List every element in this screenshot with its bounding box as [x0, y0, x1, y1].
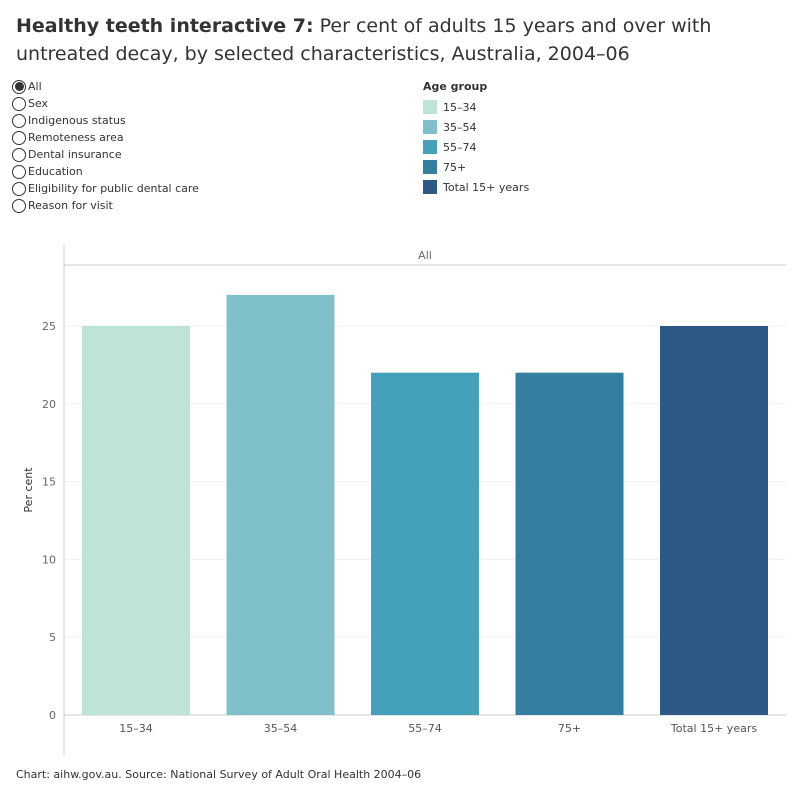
legend-label: 75+ — [443, 160, 467, 174]
legend-item[interactable]: 75+ — [423, 157, 529, 177]
radio-label: Eligibility for public dental care — [28, 182, 199, 195]
radio-label: Dental insurance — [28, 148, 122, 161]
radio-option[interactable]: Education — [12, 163, 199, 180]
y-axis-title: Per cent — [22, 467, 35, 513]
bar[interactable] — [371, 372, 479, 715]
radio-label: Education — [28, 165, 83, 178]
radio-circle-icon[interactable] — [12, 113, 26, 128]
x-tick-label: Total 15+ years — [670, 722, 757, 735]
radio-circle-icon[interactable] — [12, 147, 26, 162]
bar[interactable] — [82, 326, 190, 715]
x-tick-label: 35–54 — [264, 722, 298, 735]
x-tick-label: 15–34 — [119, 722, 153, 735]
page-title: Healthy teeth interactive 7: Per cent of… — [16, 12, 786, 68]
legend-title: Age group — [423, 80, 488, 93]
legend-label: Total 15+ years — [443, 180, 530, 194]
legend-item[interactable]: 15–34 — [423, 97, 529, 117]
legend-swatch — [423, 160, 437, 174]
legend-item[interactable]: Total 15+ years — [423, 177, 529, 197]
radio-label: Indigenous status — [28, 114, 126, 127]
title-rest: Per cent of adults 15 years and over wit… — [16, 15, 712, 65]
bar[interactable] — [660, 326, 768, 715]
legend-item[interactable]: 55–74 — [423, 137, 529, 157]
title-bold: Healthy teeth interactive 7: — [16, 15, 314, 37]
legend-swatch — [423, 140, 437, 154]
radio-option[interactable]: All — [12, 78, 199, 95]
y-tick-label: 20 — [42, 398, 56, 411]
radio-circle-icon[interactable] — [12, 96, 26, 111]
radio-circle-icon[interactable] — [12, 164, 26, 179]
y-tick-label: 10 — [42, 553, 56, 566]
characteristic-selector: All Sex Indigenous status Remoteness area De… — [12, 78, 199, 214]
radio-option[interactable]: Indigenous status — [12, 112, 199, 129]
radio-circle-icon[interactable] — [12, 181, 26, 196]
legend: Age group 15–34 35–54 55–74 75+ Total 15+ ye… — [423, 80, 529, 197]
radio-label: Sex — [28, 97, 49, 110]
radio-option[interactable]: Dental insurance — [12, 146, 199, 163]
x-tick-label: 55–74 — [408, 722, 442, 735]
radio-option[interactable]: Sex — [12, 95, 199, 112]
bar[interactable] — [226, 294, 335, 715]
x-tick-label: 75+ — [558, 722, 581, 735]
legend-swatch — [423, 120, 437, 134]
bar-chart: All 0 5 10 15 20 25 Per cent 15–34 35–54 55–74 75+ T… — [22, 245, 786, 755]
footer-source: Chart: aihw.gov.au. Source: National Sur… — [16, 768, 422, 781]
radio-label: Remoteness area — [28, 131, 124, 144]
radio-option[interactable]: Eligibility for public dental care — [12, 180, 199, 197]
legend-label: 55–74 — [443, 140, 477, 154]
radio-option[interactable]: Reason for visit — [12, 197, 199, 214]
legend-label: 15–34 — [443, 100, 477, 114]
radio-circle-icon[interactable] — [12, 79, 26, 94]
bar[interactable] — [515, 372, 624, 715]
y-tick-label: 0 — [49, 709, 56, 722]
radio-circle-icon[interactable] — [12, 130, 26, 145]
radio-label: Reason for visit — [28, 199, 113, 212]
panel-header: All — [418, 249, 432, 262]
radio-circle-icon[interactable] — [12, 198, 26, 213]
radio-label: All — [28, 80, 42, 93]
legend-item[interactable]: 35–54 — [423, 117, 529, 137]
legend-swatch — [423, 180, 437, 194]
legend-label: 35–54 — [443, 120, 477, 134]
legend-swatch — [423, 100, 437, 114]
y-tick-label: 25 — [42, 320, 56, 333]
y-tick-label: 15 — [42, 476, 56, 489]
y-tick-label: 5 — [49, 631, 56, 644]
radio-option[interactable]: Remoteness area — [12, 129, 199, 146]
